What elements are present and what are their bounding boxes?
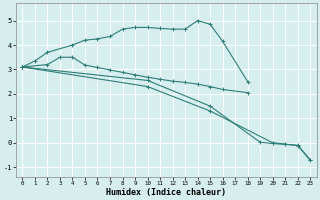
X-axis label: Humidex (Indice chaleur): Humidex (Indice chaleur): [106, 188, 226, 197]
